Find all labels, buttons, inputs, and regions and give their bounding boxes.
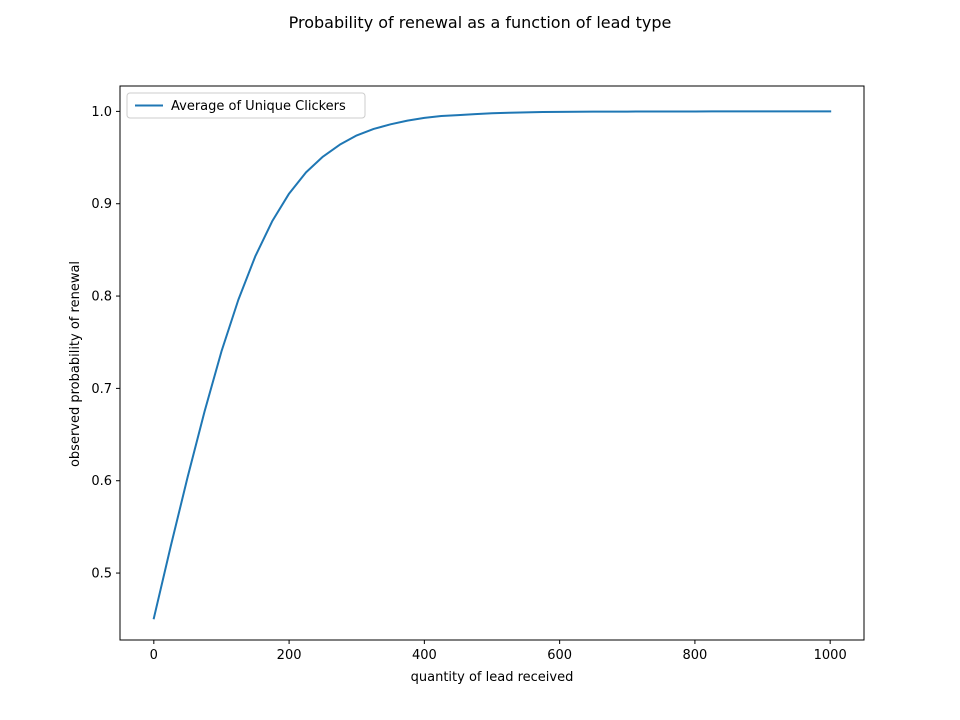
series-line-0	[152, 110, 832, 620]
x-tick-label: 400	[412, 648, 437, 663]
plot-frame	[119, 85, 865, 641]
x-axis-label: quantity of lead received	[411, 670, 574, 685]
legend-box	[126, 92, 366, 119]
y-axis-label: observed probability of renewal	[68, 261, 83, 467]
x-tick-label: 1000	[814, 648, 847, 663]
y-tick-label: 0.9	[91, 197, 112, 212]
legend-label: Average of Unique Clickers	[171, 99, 346, 114]
x-tick-label: 0	[150, 648, 158, 663]
y-tick-label: 1.0	[91, 105, 112, 120]
plot-area: 0 200 400 600 800 1000 0.5 0.6 0.7 0.8 0.9 1.0 Avera…	[91, 85, 865, 663]
x-tick-label: 800	[682, 648, 707, 663]
x-tick-label: 600	[547, 648, 572, 663]
chart-title: Probability of renewal as a function of …	[289, 13, 672, 32]
y-tick-label: 0.7	[91, 382, 112, 397]
y-tick-label: 0.5	[91, 567, 112, 582]
x-tick-label: 200	[277, 648, 302, 663]
y-tick-label: 0.8	[91, 290, 112, 305]
y-tick-label: 0.6	[91, 474, 112, 489]
